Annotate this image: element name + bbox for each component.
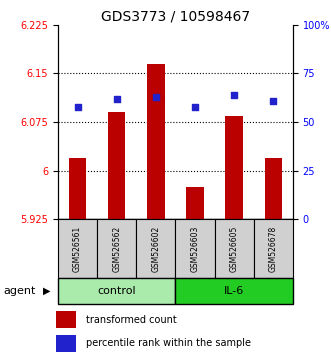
Text: ▶: ▶ bbox=[43, 286, 51, 296]
Bar bbox=[214, 219, 254, 278]
Text: GSM526605: GSM526605 bbox=[230, 225, 239, 272]
Text: control: control bbox=[97, 286, 136, 296]
Text: GSM526603: GSM526603 bbox=[191, 225, 200, 272]
Bar bbox=[225, 116, 243, 219]
Text: GSM526602: GSM526602 bbox=[151, 225, 160, 272]
Point bbox=[231, 92, 237, 98]
Bar bbox=[175, 278, 293, 304]
Text: GSM526561: GSM526561 bbox=[73, 225, 82, 272]
Point bbox=[192, 104, 198, 109]
Bar bbox=[56, 311, 76, 328]
Bar bbox=[136, 219, 175, 278]
Text: GSM526678: GSM526678 bbox=[269, 225, 278, 272]
Bar bbox=[58, 278, 175, 304]
Bar bbox=[147, 64, 165, 219]
Point bbox=[75, 104, 80, 109]
Point bbox=[114, 96, 119, 102]
Text: IL-6: IL-6 bbox=[224, 286, 244, 296]
Text: percentile rank within the sample: percentile rank within the sample bbox=[86, 338, 251, 348]
Text: GSM526562: GSM526562 bbox=[112, 225, 121, 272]
Bar bbox=[175, 219, 214, 278]
Bar bbox=[56, 335, 76, 352]
Point bbox=[153, 94, 159, 99]
Text: agent: agent bbox=[3, 286, 36, 296]
Bar bbox=[254, 219, 293, 278]
Text: transformed count: transformed count bbox=[86, 315, 177, 325]
Bar bbox=[58, 219, 97, 278]
Bar bbox=[69, 158, 86, 219]
Bar bbox=[97, 219, 136, 278]
Bar bbox=[186, 187, 204, 219]
Point bbox=[271, 98, 276, 104]
Bar bbox=[264, 158, 282, 219]
Bar bbox=[108, 112, 125, 219]
Title: GDS3773 / 10598467: GDS3773 / 10598467 bbox=[101, 10, 250, 24]
